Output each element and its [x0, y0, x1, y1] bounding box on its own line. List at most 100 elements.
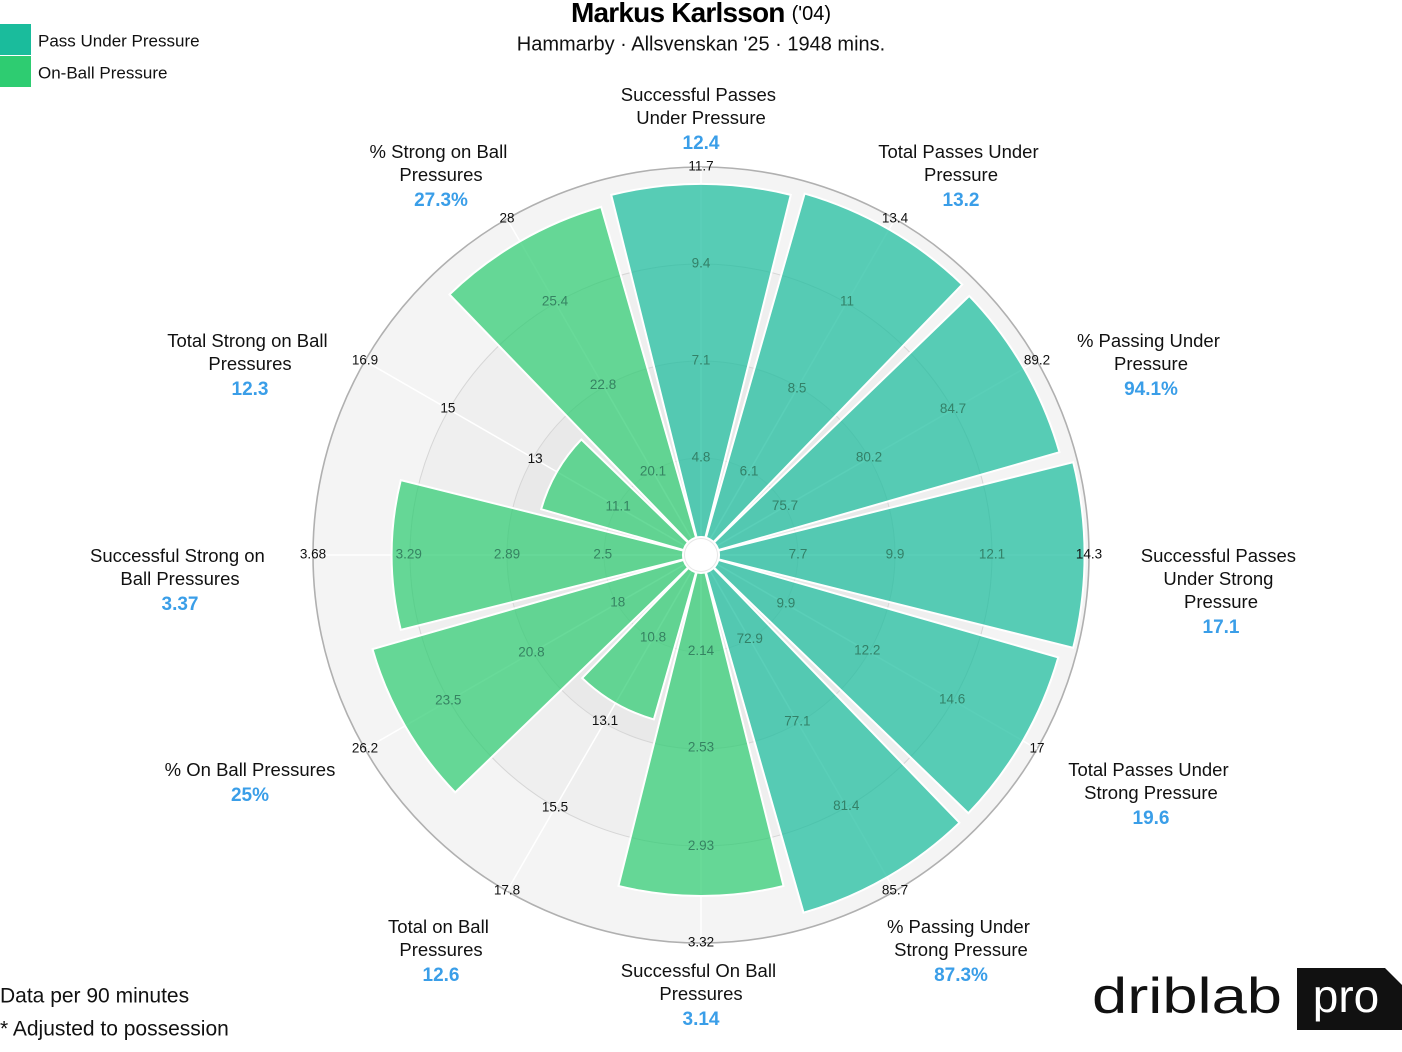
tick-label: 20.1: [640, 463, 666, 478]
bar: [580, 566, 698, 721]
stat-label: 3.14: [683, 1009, 720, 1030]
category-label-line: Total Passes Under: [878, 141, 1044, 162]
legend-swatch: [0, 56, 31, 87]
tick-label: 85.7: [882, 883, 908, 898]
tick-label: 15: [440, 400, 455, 415]
tick-label: 15.5: [542, 799, 568, 814]
subtitle: Hammarby · Allsvenskan '25 · 1948 mins.: [517, 33, 885, 55]
title-suffix: ('04): [792, 3, 831, 25]
category-label: Successful Passes Under Strong Pressure: [1141, 545, 1301, 612]
stat-label: 19.6: [1133, 808, 1170, 829]
category-label-line: Strong Pressure: [1084, 782, 1218, 803]
category-label-line: Successful Passes: [621, 84, 781, 105]
category-label-line: Total Passes Under: [1068, 759, 1234, 780]
category-label: % On Ball Pressures: [165, 759, 336, 780]
center-hole: [685, 539, 717, 571]
category-label: % Passing Under Strong Pressure: [887, 916, 1035, 960]
stat-label: 12.4: [683, 133, 720, 154]
logo-badge: [1297, 968, 1402, 1030]
legend-label: On-Ball Pressure: [38, 63, 167, 82]
title-name: Markus Karlsson: [571, 0, 785, 28]
bar: [712, 294, 1061, 552]
tick-label: 14.6: [939, 692, 965, 707]
stat-label: 94.1%: [1124, 379, 1178, 400]
tick-label: 16.9: [352, 353, 378, 368]
bar: [539, 438, 690, 552]
tick-label: 2.5: [593, 547, 612, 562]
category-label-line: % Strong on Ball: [370, 141, 513, 162]
category-label-line: Strong Pressure: [894, 939, 1028, 960]
tick-label: 17: [1030, 741, 1045, 756]
category-label: Successful Passes Under Pressure: [621, 84, 781, 128]
tick-label: 80.2: [856, 450, 882, 465]
tick-label: 22.8: [590, 377, 616, 392]
category-label-line: Successful Strong on: [90, 545, 270, 566]
bar: [390, 478, 685, 632]
category-label-line: Pressures: [399, 164, 482, 185]
tick-label: 23.5: [435, 693, 461, 708]
category-label: Successful On Ball Pressures: [621, 960, 781, 1004]
tick-label: 14.3: [1076, 547, 1102, 562]
category-label-line: Under Strong: [1163, 568, 1278, 589]
stat-label: 3.37: [162, 594, 199, 615]
tick-label: 13: [528, 451, 543, 466]
tick-label: 4.8: [692, 450, 711, 465]
category-label-line: Successful On Ball: [621, 960, 781, 981]
tick-label: 9.4: [692, 256, 711, 271]
category-label: Total Passes Under Pressure: [878, 141, 1044, 185]
legend-swatch: [0, 24, 31, 55]
category-label-line: % Passing Under: [887, 916, 1035, 937]
tick-label: 9.9: [776, 596, 795, 611]
category-label-line: Ball Pressures: [120, 568, 239, 589]
tick-label: 13.1: [592, 713, 618, 728]
category-label: Total Strong on Ball Pressures: [167, 330, 333, 374]
category-label: Total Passes Under Strong Pressure: [1068, 759, 1234, 803]
tick-label: 84.7: [940, 401, 966, 416]
bar: [704, 192, 964, 544]
tick-label: 10.8: [640, 630, 666, 645]
tick-label: 9.9: [886, 547, 905, 562]
tick-label: 28: [499, 211, 514, 226]
tick-label: 2.89: [494, 547, 520, 562]
tick-label: 8.5: [788, 380, 807, 395]
tick-label: 3.32: [688, 935, 714, 950]
stat-label: 12.6: [423, 965, 460, 986]
stat-label: 87.3%: [934, 965, 988, 986]
category-label: Total on Ball Pressures: [388, 916, 494, 960]
stat-label: 17.1: [1203, 617, 1240, 638]
tick-label: 13.4: [882, 211, 909, 226]
category-label-line: Pressure: [1114, 353, 1188, 374]
category-label-line: % Passing Under: [1077, 330, 1225, 351]
bar: [704, 566, 961, 914]
bar: [610, 182, 792, 539]
bar: [717, 460, 1086, 650]
tick-label: 3.29: [396, 547, 422, 562]
category-label: Successful Strong on Ball Pressures: [90, 545, 270, 589]
tick-label: 72.9: [737, 631, 763, 646]
category-label: % Passing Under Pressure: [1077, 330, 1225, 374]
category-label-line: % On Ball Pressures: [165, 759, 336, 780]
category-label-line: Successful Passes: [1141, 545, 1301, 566]
tick-label: 6.1: [740, 463, 759, 478]
category-label-line: Pressure: [924, 164, 998, 185]
stat-label: 12.3: [232, 379, 269, 400]
tick-label: 77.1: [784, 714, 810, 729]
category-label-line: Pressures: [399, 939, 482, 960]
bar: [617, 571, 785, 897]
tick-label: 25.4: [542, 294, 569, 309]
tick-label: 11: [840, 294, 854, 309]
category-label: % Strong on Ball Pressures: [370, 141, 513, 185]
tick-label: 18: [610, 595, 625, 610]
bar: [712, 558, 1060, 815]
tick-label: 12.1: [979, 547, 1005, 562]
tick-label: 7.7: [789, 547, 808, 562]
logo-text: driblab: [1092, 968, 1282, 1024]
tick-label: 2.93: [688, 838, 714, 853]
category-label-line: Under Pressure: [636, 107, 766, 128]
bar: [448, 205, 698, 544]
tick-label: 81.4: [833, 798, 860, 813]
category-label-line: Pressure: [1184, 591, 1258, 612]
tick-label: 75.7: [772, 498, 798, 513]
